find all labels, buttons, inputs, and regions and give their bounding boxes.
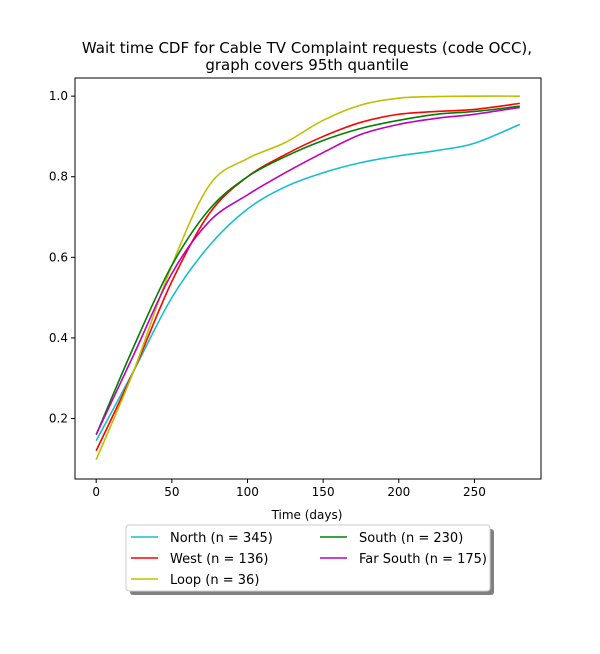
x-tick-label: 0 <box>92 485 100 499</box>
x-axis-label: Time (days) <box>271 508 343 522</box>
legend-box <box>125 524 491 592</box>
legend-label-2: Loop (n = 36) <box>170 573 259 588</box>
x-tick-label: 50 <box>164 485 179 499</box>
x-tick-label: 100 <box>236 485 259 499</box>
y-tick-label: 0.4 <box>49 331 68 345</box>
series-line-0 <box>95 123 521 442</box>
y-tick-label: 0.6 <box>49 250 68 264</box>
series-line-1 <box>95 102 520 452</box>
legend-label-3: South (n = 230) <box>359 531 463 546</box>
legend-entries: North (n = 345) West (n = 136) Loop (n = 3… <box>131 531 487 588</box>
x-tick-label: 250 <box>463 485 486 499</box>
series-line-4 <box>95 106 520 436</box>
series-line-2 <box>95 95 520 460</box>
legend-label-4: Far South (n = 175) <box>359 552 487 567</box>
legend-label-1: West (n = 136) <box>170 552 268 567</box>
y-axis-ticks: 0.2 0.4 0.6 0.8 1.0 <box>49 89 75 426</box>
chart-title-line2: graph covers 95th quantile <box>205 56 408 74</box>
y-tick-label: 0.8 <box>49 170 68 184</box>
series-layer <box>95 95 521 460</box>
chart-title-line1: Wait time CDF for Cable TV Complaint req… <box>82 39 532 57</box>
x-axis-ticks: 0 50 100 150 200 250 <box>92 479 486 499</box>
y-tick-label: 1.0 <box>49 89 68 103</box>
x-tick-label: 150 <box>312 485 335 499</box>
y-tick-label: 0.2 <box>49 412 68 426</box>
legend-label-0: North (n = 345) <box>170 531 273 546</box>
x-tick-label: 200 <box>387 485 410 499</box>
legend: North (n = 345) West (n = 136) Loop (n = 3… <box>125 524 494 595</box>
plot-area-frame <box>74 77 542 480</box>
series-line-3 <box>95 105 520 435</box>
